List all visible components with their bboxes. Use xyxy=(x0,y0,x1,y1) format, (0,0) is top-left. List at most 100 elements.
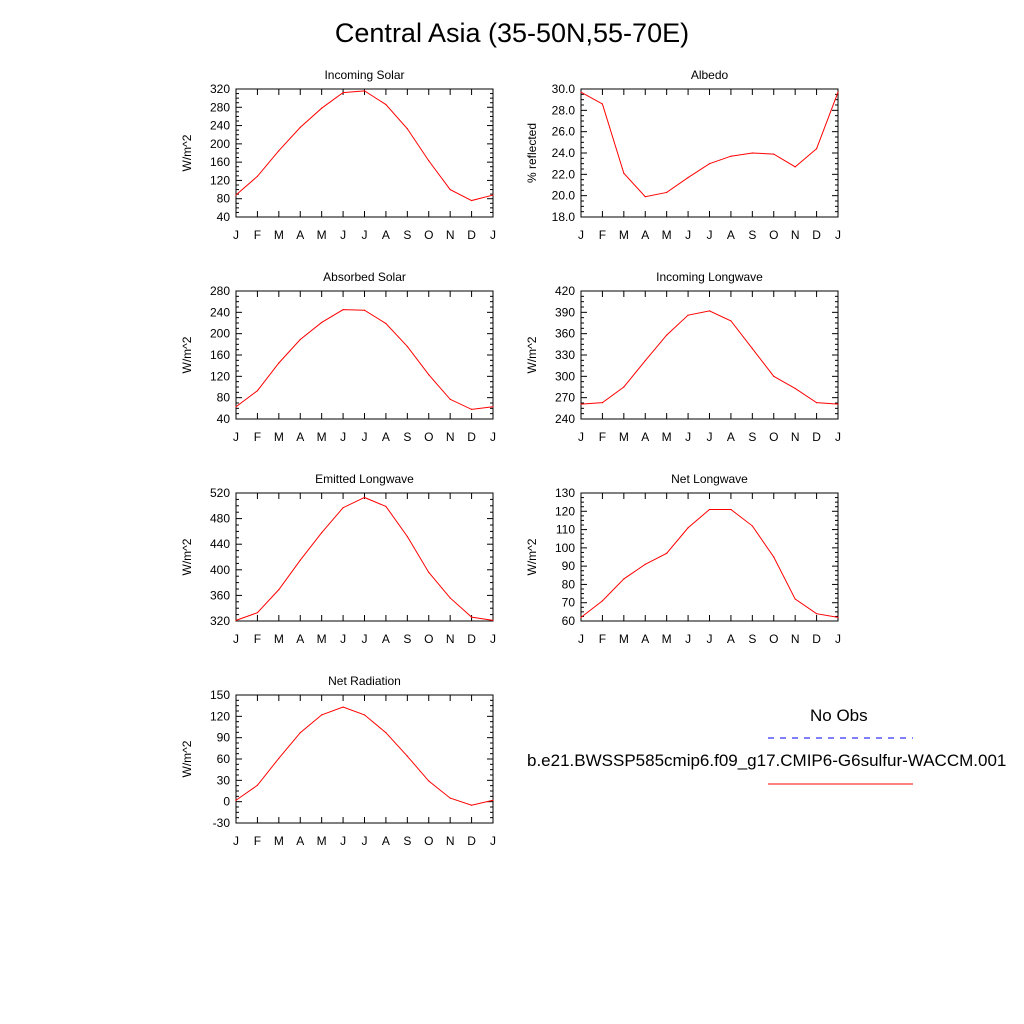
y-tick-label: 60 xyxy=(562,614,576,628)
data-point xyxy=(623,386,625,388)
data-point xyxy=(687,527,689,529)
plot-frame xyxy=(235,694,494,824)
data-point xyxy=(708,310,711,312)
data-point xyxy=(406,345,408,348)
x-tick-label: D xyxy=(812,632,821,646)
x-tick-label: M xyxy=(619,430,629,444)
data-point xyxy=(385,505,387,508)
data-point xyxy=(363,714,366,716)
y-tick-label: 420 xyxy=(555,284,575,298)
data-point xyxy=(623,578,625,580)
y-tick-label: 120 xyxy=(210,709,230,723)
data-point xyxy=(235,619,237,621)
y-tick-label: 110 xyxy=(556,523,575,537)
data-point xyxy=(837,91,839,93)
data-point xyxy=(428,374,430,376)
y-tick-label: 0 xyxy=(223,795,230,809)
data-point xyxy=(278,757,280,759)
data-point xyxy=(644,196,646,198)
data-point xyxy=(601,103,604,105)
plot-frame xyxy=(235,88,494,218)
data-point xyxy=(601,402,604,404)
y-tick-label: 160 xyxy=(210,348,230,362)
data-point xyxy=(470,199,473,202)
y-tick-label: 240 xyxy=(210,119,230,133)
x-tick-label: S xyxy=(403,228,411,242)
y-tick-label: 300 xyxy=(555,369,575,383)
y-tick-label: 80 xyxy=(562,577,576,591)
x-tick-label: M xyxy=(619,632,629,646)
y-tick-label: 390 xyxy=(555,305,575,319)
x-tick-label: J xyxy=(340,834,346,848)
x-tick-label: D xyxy=(467,430,476,444)
y-tick-label: 18.0 xyxy=(552,210,576,224)
y-axis-label: W/m^2 xyxy=(525,336,539,373)
x-tick-label: A xyxy=(382,228,390,242)
data-point xyxy=(342,309,344,311)
x-tick-label: J xyxy=(233,834,239,848)
y-tick-label: 24.0 xyxy=(552,146,576,160)
x-tick-label: O xyxy=(424,834,433,848)
data-point xyxy=(363,90,366,92)
y-tick-label: 80 xyxy=(217,391,231,405)
data-point xyxy=(406,128,408,130)
page-title: Central Asia (35-50N,55-70E) xyxy=(334,18,690,48)
data-point xyxy=(580,616,582,618)
y-axis-label: % reflected xyxy=(525,123,539,183)
data-point xyxy=(278,589,280,591)
x-tick-label: F xyxy=(254,228,261,242)
x-tick-label: J xyxy=(340,632,346,646)
data-point xyxy=(321,321,323,324)
data-point xyxy=(256,390,259,392)
panel-title: Albedo xyxy=(691,68,729,82)
data-point xyxy=(406,755,408,757)
y-tick-label: 80 xyxy=(217,192,231,206)
data-point xyxy=(666,191,668,194)
y-tick-label: 100 xyxy=(555,541,575,555)
x-tick-label: M xyxy=(274,632,284,646)
x-tick-label: J xyxy=(835,632,841,646)
plot-frame xyxy=(580,88,839,218)
x-tick-label: N xyxy=(446,632,455,646)
y-tick-label: 520 xyxy=(210,486,230,500)
x-tick-label: J xyxy=(362,430,368,444)
y-tick-label: 200 xyxy=(210,137,230,151)
x-tick-label: N xyxy=(446,834,455,848)
data-point xyxy=(449,797,451,799)
data-point xyxy=(321,107,323,109)
series-line xyxy=(235,309,494,410)
x-tick-label: J xyxy=(578,430,584,444)
data-point xyxy=(815,148,818,150)
x-tick-label: A xyxy=(641,632,649,646)
y-tick-label: 90 xyxy=(562,559,576,573)
y-tick-label: 120 xyxy=(210,369,230,383)
x-tick-label: O xyxy=(769,430,778,444)
x-tick-label: M xyxy=(317,430,327,444)
x-tick-label: F xyxy=(599,430,606,444)
series-line xyxy=(580,310,839,405)
x-tick-label: A xyxy=(727,632,735,646)
x-tick-label: N xyxy=(791,632,800,646)
data-point xyxy=(235,406,237,408)
x-tick-label: A xyxy=(296,228,304,242)
data-point xyxy=(644,563,646,565)
x-tick-label: J xyxy=(490,228,496,242)
y-tick-label: 360 xyxy=(555,327,575,341)
data-point xyxy=(730,320,732,322)
data-point xyxy=(794,166,796,168)
y-tick-label: 240 xyxy=(210,305,230,319)
x-tick-label: J xyxy=(707,228,713,242)
y-tick-label: 440 xyxy=(210,537,230,551)
x-tick-label: J xyxy=(490,632,496,646)
x-tick-label: J xyxy=(835,430,841,444)
data-point xyxy=(730,508,732,511)
y-tick-label: 320 xyxy=(210,82,230,96)
x-tick-label: A xyxy=(296,430,304,444)
data-point xyxy=(580,403,582,405)
x-tick-label: S xyxy=(403,834,411,848)
x-tick-label: J xyxy=(707,632,713,646)
data-point xyxy=(363,496,366,499)
data-point xyxy=(773,375,775,377)
x-tick-label: F xyxy=(254,834,261,848)
